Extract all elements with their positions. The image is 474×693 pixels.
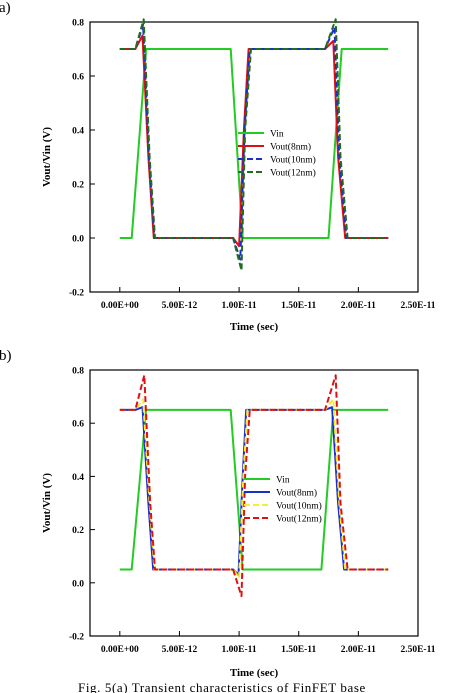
chart-panel-a: (a) 0.00E+00 5.00E-12 1.00E-11 1.50E-11 2.00…	[0, 0, 436, 333]
y-axis-label: Vout/Vin (V)	[41, 473, 53, 533]
y-tick-label: 0.6	[72, 420, 84, 430]
x-tick-label: 1.00E-11	[222, 645, 257, 655]
y-tick-label: 0.4	[72, 473, 84, 483]
series-layer	[119, 18, 389, 272]
series-line-vin	[119, 48, 389, 239]
series-line-vin	[119, 408, 389, 571]
legend-entry: Vin	[276, 476, 290, 486]
x-tick-label: 1.50E-11	[281, 645, 316, 655]
x-tick-label: 2.00E-11	[341, 301, 376, 311]
y-tick-label: 0.0	[72, 235, 84, 245]
series-line-vout-8nm	[119, 34, 389, 248]
legend-entry: Vin	[270, 130, 284, 140]
legend-entry: Vout(10nm)	[270, 155, 316, 166]
legend-entry: Vout(8nm)	[270, 142, 311, 153]
axis-ticks: 0.00E+00 5.00E-12 1.00E-11 1.50E-11 2.00E-11…	[69, 367, 436, 656]
y-axis-label: Vout/Vin (V)	[41, 127, 53, 187]
x-tick-label: 5.00E-12	[162, 301, 198, 311]
panel-label-a: (a)	[0, 0, 11, 16]
legend-entry: Vout(10nm)	[276, 501, 322, 512]
x-axis-label: Time (sec)	[230, 667, 279, 679]
panel-label-b: (b)	[0, 348, 12, 364]
axis-ticks: 0.00E+00 5.00E-12 1.00E-11 1.50E-11 2.00E-11…	[69, 19, 436, 312]
y-tick-label: -0.2	[69, 633, 84, 643]
y-tick-label: -0.2	[69, 289, 84, 299]
series-line-vout-10nm	[119, 23, 389, 261]
x-tick-label: 2.00E-11	[341, 645, 376, 655]
legend: Vin Vout(8nm) Vout(10nm) Vout(12nm)	[238, 130, 316, 179]
y-tick-label: 0.8	[72, 19, 84, 29]
x-tick-label: 2.50E-11	[400, 645, 435, 655]
x-tick-label: 1.50E-11	[281, 301, 316, 311]
series-layer	[119, 374, 389, 598]
y-tick-label: 0.6	[72, 73, 84, 83]
y-tick-label: 0.2	[72, 526, 84, 536]
series-line-vout-12nm	[119, 18, 389, 272]
y-tick-label: 0.4	[72, 127, 84, 137]
x-axis-label: Time (sec)	[230, 321, 279, 333]
plot-frame	[89, 21, 419, 293]
x-tick-label: 0.00E+00	[101, 301, 139, 311]
x-tick-label: 1.00E-11	[222, 301, 257, 311]
plot-frame	[89, 369, 419, 637]
legend-entry: Vout(8nm)	[276, 488, 317, 499]
legend: Vin Vout(8nm) Vout(10nm) Vout(12nm)	[244, 476, 322, 525]
y-tick-label: 0.2	[72, 181, 84, 191]
y-tick-label: 0.0	[72, 579, 84, 589]
figure-caption: Fig. 5(a) Transient characteristics of F…	[78, 680, 366, 693]
series-line-vout-10nm	[119, 398, 389, 579]
series-line-vout-8nm	[119, 406, 389, 576]
legend-entry: Vout(12nm)	[276, 514, 322, 525]
legend-entry: Vout(12nm)	[270, 168, 316, 179]
x-tick-label: 0.00E+00	[101, 645, 139, 655]
chart-panel-b: (b) 0.00E+00 5.00E-12 1.00E-11 1.50E-11 2.00…	[0, 348, 436, 679]
series-line-vout-12nm	[119, 374, 389, 598]
y-tick-label: 0.8	[72, 367, 84, 377]
x-tick-label: 5.00E-12	[162, 645, 198, 655]
x-tick-label: 2.50E-11	[400, 301, 435, 311]
